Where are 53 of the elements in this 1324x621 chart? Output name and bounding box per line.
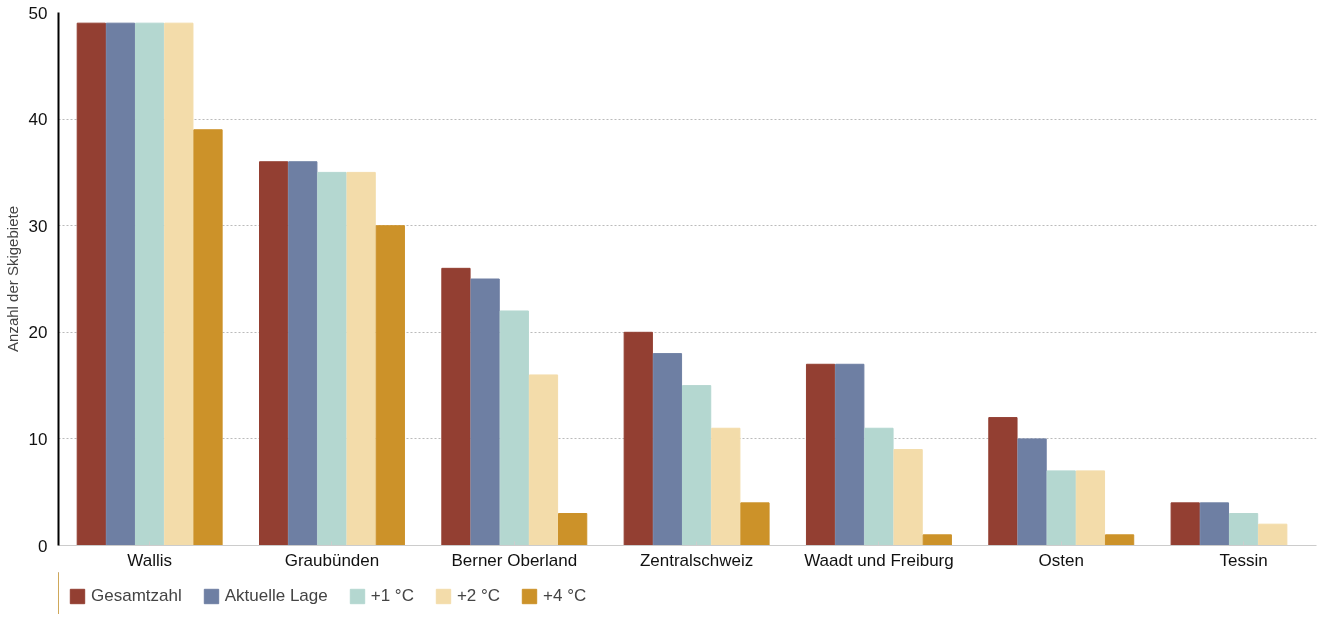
x-tick-label: Zentralschweiz xyxy=(639,550,754,570)
legend-label: +2 °C xyxy=(456,586,501,606)
y-tick-label: 50 xyxy=(28,3,48,23)
bar xyxy=(864,427,894,546)
bar xyxy=(528,374,559,546)
bar xyxy=(1017,438,1047,546)
bar xyxy=(681,385,712,546)
bar xyxy=(1228,513,1259,546)
x-tick-label: Wallis xyxy=(127,550,173,570)
y-tick-label: 0 xyxy=(38,536,48,556)
bar xyxy=(1075,470,1106,546)
bar xyxy=(470,278,500,546)
bar xyxy=(105,22,136,546)
y-axis-title: Anzahl der Skigebiete xyxy=(3,206,21,352)
bar xyxy=(135,22,165,546)
bar xyxy=(711,427,741,546)
bar xyxy=(652,353,683,546)
x-tick-label: Berner Oberland xyxy=(451,550,578,570)
bar xyxy=(835,363,865,546)
y-tick-label: 10 xyxy=(28,429,48,449)
bar xyxy=(76,22,106,546)
bar xyxy=(164,22,194,546)
bar xyxy=(1046,470,1076,546)
x-tick-label: Waadt und Freiburg xyxy=(804,550,954,570)
bar xyxy=(1170,502,1200,546)
y-tick-label: 40 xyxy=(28,110,48,130)
bar xyxy=(805,363,836,546)
bar xyxy=(1258,523,1288,546)
legend-label: Gesamtzahl xyxy=(91,586,182,606)
y-tick-label: 20 xyxy=(28,323,48,343)
x-tick-label: Osten xyxy=(1038,550,1084,570)
legend-label: +1 °C xyxy=(370,586,414,606)
bar xyxy=(558,513,588,546)
bar xyxy=(893,449,923,546)
bar xyxy=(988,417,1018,546)
bar xyxy=(441,267,471,546)
legend-label: Aktuelle Lage xyxy=(224,586,328,606)
bar xyxy=(193,129,223,546)
bar xyxy=(288,161,318,546)
x-tick-label: Graubünden xyxy=(284,550,380,570)
bar xyxy=(623,331,653,546)
bar xyxy=(740,502,770,546)
bar xyxy=(922,534,952,546)
y-tick-label: 30 xyxy=(28,216,48,236)
bar xyxy=(499,310,529,546)
bar xyxy=(259,161,289,546)
bar xyxy=(375,225,405,546)
legend-label: +4 °C xyxy=(543,586,587,606)
bar xyxy=(1199,502,1230,546)
bar xyxy=(1104,534,1135,546)
x-tick-label: Tessin xyxy=(1219,550,1268,570)
bar xyxy=(346,171,376,546)
bar xyxy=(317,171,347,546)
